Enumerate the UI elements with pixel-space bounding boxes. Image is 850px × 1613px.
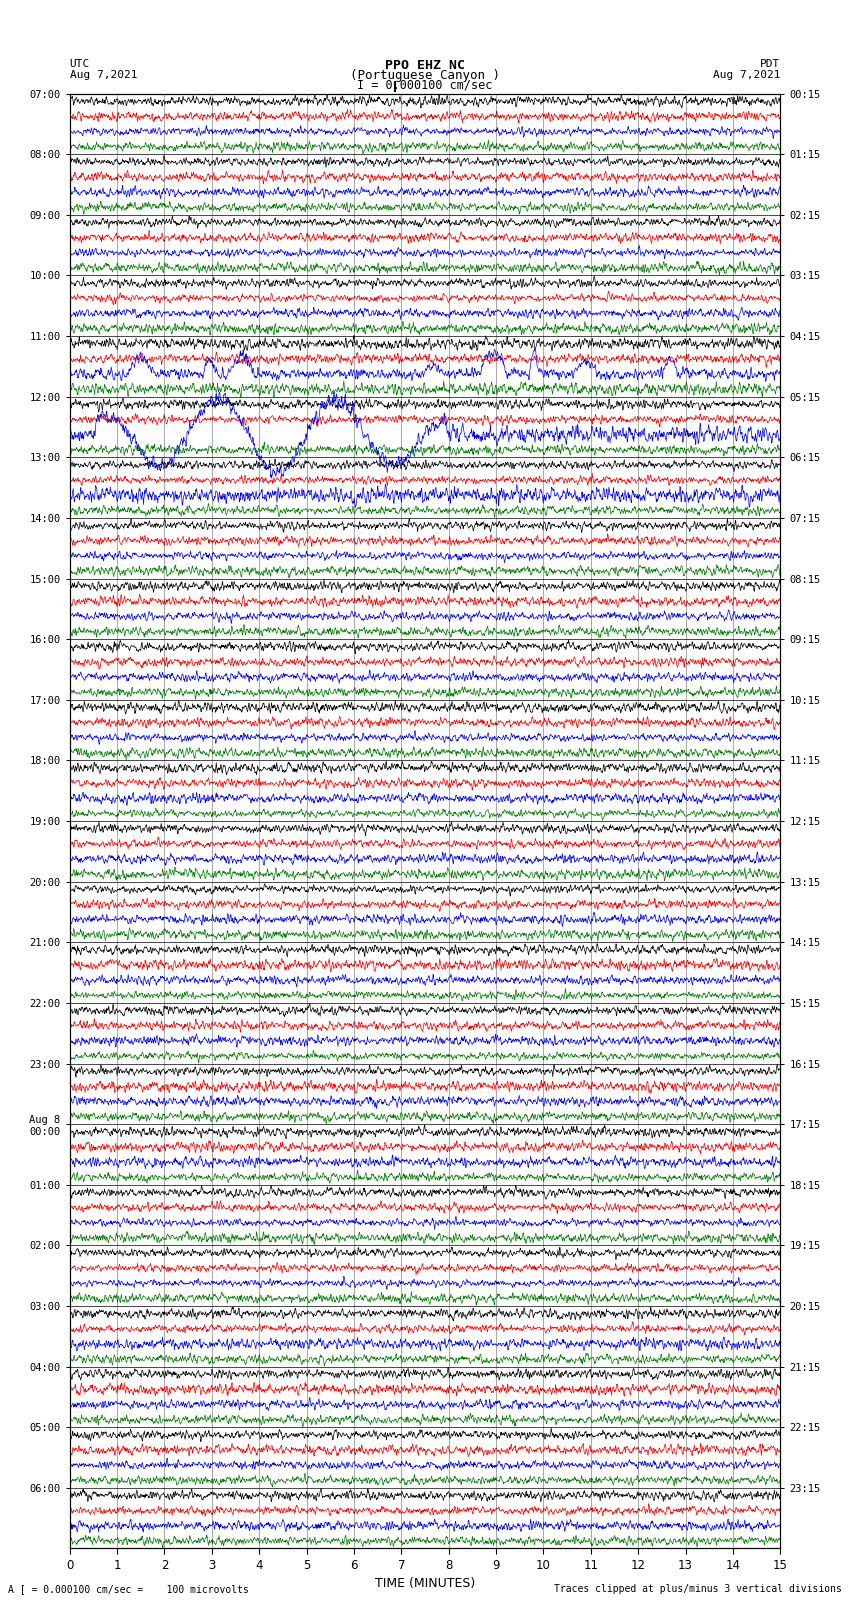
Text: (Portuguese Canyon ): (Portuguese Canyon ) — [350, 69, 500, 82]
Text: PPO EHZ NC: PPO EHZ NC — [385, 58, 465, 71]
Text: A [ = 0.000100 cm/sec =    100 microvolts: A [ = 0.000100 cm/sec = 100 microvolts — [8, 1584, 249, 1594]
Text: PDT: PDT — [760, 58, 780, 69]
Text: Aug 7,2021: Aug 7,2021 — [713, 69, 780, 79]
Text: I = 0.000100 cm/sec: I = 0.000100 cm/sec — [357, 79, 493, 92]
Text: Aug 7,2021: Aug 7,2021 — [70, 69, 137, 79]
Text: Traces clipped at plus/minus 3 vertical divisions: Traces clipped at plus/minus 3 vertical … — [553, 1584, 842, 1594]
Text: UTC: UTC — [70, 58, 90, 69]
X-axis label: TIME (MINUTES): TIME (MINUTES) — [375, 1578, 475, 1590]
